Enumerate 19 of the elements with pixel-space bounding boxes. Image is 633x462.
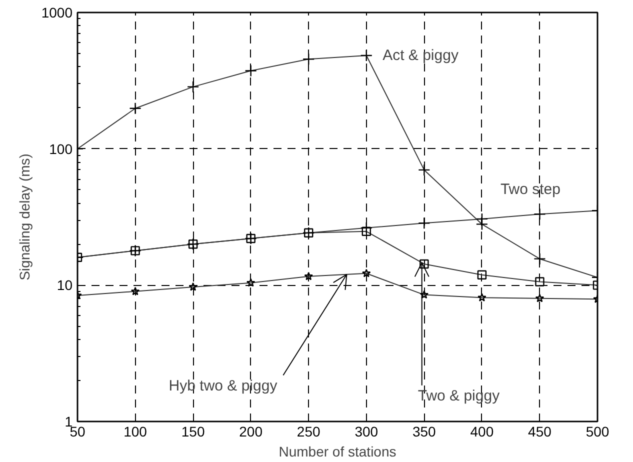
x-axis-title: Number of stations xyxy=(278,444,396,460)
x-tick-label: 300 xyxy=(354,424,378,440)
text: Hyb two & piggy xyxy=(168,377,278,394)
y-tick-label: 10 xyxy=(56,277,73,294)
x-tick-label: 100 xyxy=(124,424,148,440)
x-tick-label: 50 xyxy=(70,424,86,440)
y-axis-title: Signaling delay (ms) xyxy=(16,154,32,280)
y-tick-label: 100 xyxy=(49,140,73,157)
series-label: Two step xyxy=(500,180,560,198)
x-tick-label: 500 xyxy=(586,424,610,440)
series-label: Act & piggy xyxy=(382,46,459,64)
x-tick-label: 400 xyxy=(470,424,494,440)
x-tick-label: 350 xyxy=(412,424,436,440)
x-tick-label: 200 xyxy=(239,424,263,440)
x-tick-label: 250 xyxy=(296,424,321,440)
x-tick-label: 450 xyxy=(528,424,552,440)
x-tick-label: 150 xyxy=(181,424,205,440)
text: Two & piggy xyxy=(418,387,500,404)
y-tick-label: 1000 xyxy=(41,4,73,20)
